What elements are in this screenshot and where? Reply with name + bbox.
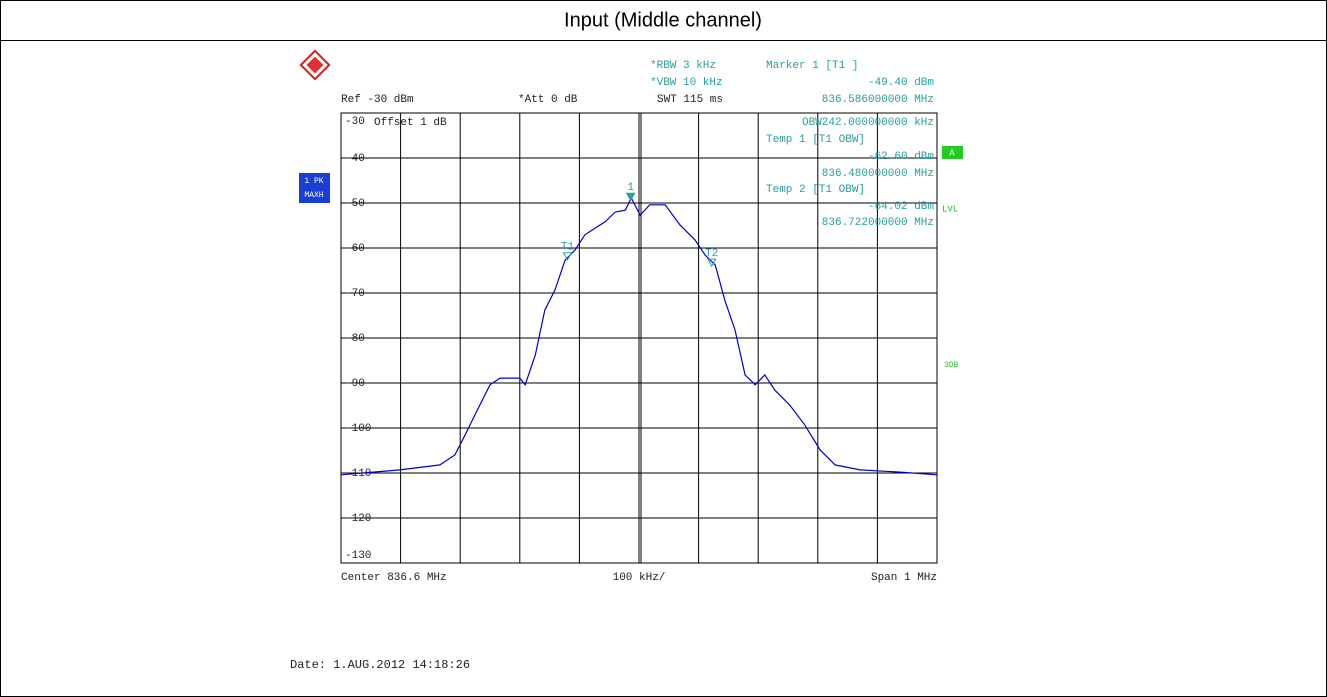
y-tick-label: -130	[345, 550, 371, 562]
marker-freq: 836.586000000 MHz	[822, 94, 934, 106]
marker-level: -49.40 dBm	[868, 77, 934, 89]
y-tick-label: -100	[345, 423, 371, 435]
temp1-freq: 836.480000000 MHz	[822, 168, 934, 180]
marker-label: 1	[627, 182, 634, 194]
marker	[625, 192, 636, 202]
offset: Offset 1 dB	[374, 117, 447, 129]
y-tick-label: -50	[345, 198, 365, 210]
y-tick-label: -60	[345, 243, 365, 255]
y-tick-label: -90	[345, 378, 365, 390]
y-tick-label: -30	[345, 116, 365, 128]
plot: -30-40-50-60-70-80-90-100-110-120-1301T1…	[340, 112, 938, 564]
per-division: 100 kHz/	[613, 572, 666, 584]
flag-3db: 3DB	[944, 361, 959, 370]
flag-a-box	[942, 146, 963, 159]
y-tick-label: -40	[345, 153, 365, 165]
attenuation: *Att 0 dB	[518, 94, 578, 106]
obw: OBW242.000000000 kHz	[802, 117, 934, 129]
y-tick-label: -80	[345, 333, 365, 345]
temp2-title: Temp 2 [T1 OBW]	[766, 184, 865, 196]
temp2-freq: 836.722000000 MHz	[822, 217, 934, 229]
flag-a: A	[949, 148, 955, 158]
trace-mode: 1 PK	[304, 177, 323, 186]
span: Span 1 MHz	[871, 572, 937, 584]
swt: SWT 115 ms	[657, 94, 723, 106]
marker-label: T1	[561, 242, 575, 254]
rbw: *RBW 3 kHz	[650, 60, 716, 72]
marker-label: T2	[705, 248, 718, 260]
temp2-level: -64.02 dBm	[868, 201, 934, 213]
ref-level: Ref -30 dBm	[341, 94, 414, 106]
marker	[706, 258, 717, 268]
temp1-title: Temp 1 [T1 OBW]	[766, 134, 865, 146]
rs-logo	[299, 49, 331, 81]
vbw: *VBW 10 kHz	[650, 77, 723, 89]
temp1-level: -62.60 dBm	[868, 151, 934, 163]
y-tick-label: -70	[345, 288, 365, 300]
chart-title: Input (Middle channel)	[564, 9, 762, 31]
trace-mode: MAXH	[304, 191, 323, 200]
y-tick-label: -120	[345, 513, 371, 525]
trace-mode-box	[299, 173, 330, 203]
flag-lvl: LVL	[942, 204, 958, 214]
marker-title: Marker 1 [T1 ]	[766, 60, 858, 72]
marker	[562, 252, 573, 261]
center-freq: Center 836.6 MHz	[341, 572, 447, 584]
date: Date: 1.AUG.2012 14:18:26	[290, 658, 470, 672]
